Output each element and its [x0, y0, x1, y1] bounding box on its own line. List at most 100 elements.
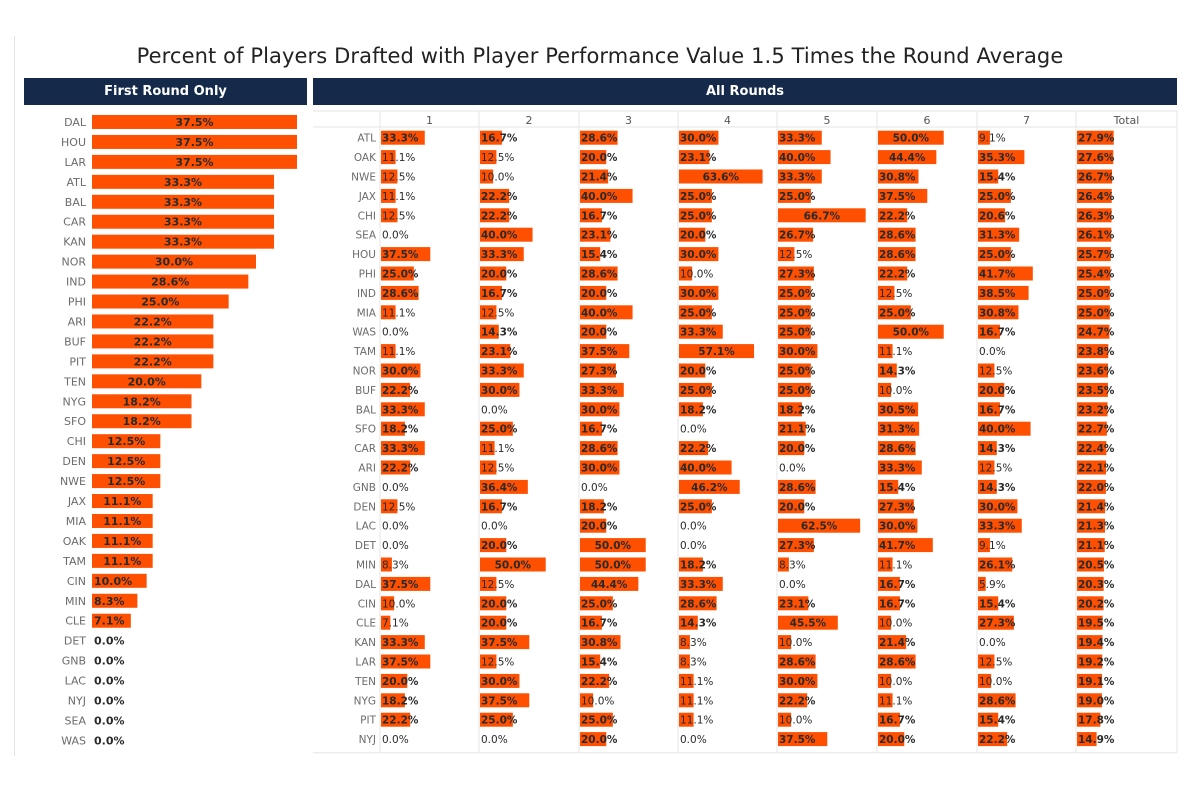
cell-bar: [978, 576, 986, 591]
cell-value: 0.0%: [680, 540, 707, 552]
cell-value: 33.3%: [680, 327, 717, 339]
bar-nor: [92, 254, 256, 269]
cell-bar: [580, 227, 611, 242]
cell-value: 11.1%: [680, 676, 713, 688]
cell-value: 25.0%: [481, 715, 518, 727]
cell-bar: [381, 460, 411, 475]
bar-nyg: [92, 394, 192, 409]
cell-value: 22.0%: [1078, 482, 1115, 494]
cell-value: 12.5%: [979, 366, 1012, 378]
cell-bar: [878, 460, 922, 475]
cell-bar: [480, 266, 507, 281]
team-label-ari: ARI: [68, 315, 86, 328]
cell-value: 20.0%: [779, 501, 816, 513]
team-label-sea: SEA: [65, 714, 87, 727]
value-label-min: 8.3%: [94, 595, 125, 608]
cell-bar: [679, 402, 703, 417]
cell-bar: [679, 693, 694, 708]
bar-cle: [92, 613, 131, 628]
cell-value: 20.0%: [481, 598, 518, 610]
cell-value: 30.0%: [581, 404, 618, 416]
cell-value: 31.3%: [879, 424, 916, 436]
cell-bar: [580, 596, 613, 611]
cell-value: 40.0%: [979, 424, 1016, 436]
cell-bar: [1077, 169, 1113, 184]
cell-value: 0.0%: [979, 637, 1006, 649]
cell-bar: [1077, 460, 1107, 475]
cell-value: 38.5%: [979, 288, 1016, 300]
cell-bar: [580, 732, 607, 747]
cell-value: 15.4%: [979, 172, 1016, 184]
cell-bar: [878, 150, 937, 165]
cell-value: 5.9%: [979, 579, 1006, 591]
cell-value: 30.0%: [481, 676, 518, 688]
cell-bar: [679, 654, 690, 669]
value-label-was: 0.0%: [94, 734, 125, 747]
chart-title: Percent of Players Drafted with Player P…: [136, 44, 1064, 68]
all-rounds-header: All Rounds: [313, 78, 1177, 105]
column-header-4: 4: [724, 114, 731, 127]
cell-bar: [878, 673, 892, 688]
team-label-hou: HOU: [61, 136, 86, 149]
cell-value: 25.0%: [680, 307, 717, 319]
cell-value: 15.4%: [979, 715, 1016, 727]
cell-value: 0.0%: [382, 230, 409, 242]
cell-value: 33.3%: [581, 385, 618, 397]
cell-value: 23.1%: [581, 230, 618, 242]
cell-value: 25.0%: [1078, 288, 1115, 300]
row-label-ten: TEN: [354, 676, 376, 688]
cell-bar: [978, 732, 1008, 747]
value-label-dal: 37.5%: [175, 116, 213, 129]
cell-value: 21.1%: [1078, 540, 1115, 552]
cell-value: 0.0%: [481, 734, 508, 746]
cell-value: 28.6%: [779, 482, 816, 494]
cell-bar: [778, 247, 795, 262]
cell-value: 27.3%: [779, 540, 816, 552]
cell-value: 37.5%: [879, 191, 916, 203]
cell-value: 26.1%: [979, 560, 1016, 572]
value-label-sfo: 18.2%: [123, 415, 161, 428]
row-label-car: CAR: [354, 443, 376, 455]
cell-bar: [580, 285, 607, 300]
value-label-tam: 11.1%: [103, 555, 141, 568]
cell-bar: [878, 382, 892, 397]
cell-bar: [381, 441, 425, 456]
cell-value: 28.6%: [879, 249, 916, 261]
value-label-oak: 11.1%: [103, 535, 141, 548]
cell-bar: [978, 499, 1018, 514]
cell-bar: [1077, 130, 1114, 145]
cell-value: 23.6%: [1078, 366, 1115, 378]
cell-value: 20.0%: [581, 521, 618, 533]
value-label-nor: 30.0%: [155, 256, 193, 269]
cell-bar: [978, 421, 1031, 436]
cell-value: 14.3%: [979, 443, 1016, 455]
bar-car: [92, 214, 275, 229]
cell-bar: [778, 344, 818, 359]
bar-mia: [92, 513, 153, 528]
cell-value: 16.7%: [481, 288, 518, 300]
cell-value: 12.5%: [979, 463, 1012, 475]
cell-bar: [381, 635, 425, 650]
cell-value: 19.4%: [1078, 637, 1115, 649]
cell-bar: [978, 130, 990, 145]
cell-value: 0.0%: [581, 482, 608, 494]
cell-value: 19.2%: [1078, 657, 1115, 669]
row-label-nor: NOR: [353, 366, 376, 378]
cell-value: 37.5%: [382, 249, 419, 261]
cell-value: 27.3%: [581, 366, 618, 378]
cell-value: 46.2%: [691, 482, 728, 494]
cell-bar: [679, 382, 712, 397]
cell-value: 25.0%: [680, 501, 717, 513]
cell-value: 0.0%: [979, 346, 1006, 358]
row-label-oak: OAK: [354, 152, 377, 164]
cell-bar: [381, 285, 419, 300]
cell-value: 44.4%: [591, 579, 628, 591]
cell-bar: [480, 693, 530, 708]
cell-value: 27.6%: [1078, 152, 1115, 164]
cell-value: 30.0%: [680, 288, 717, 300]
cell-value: 63.6%: [703, 172, 740, 184]
cell-bar: [480, 247, 524, 262]
cell-bar: [978, 285, 1029, 300]
cell-bar: [480, 479, 528, 494]
cell-bar: [778, 266, 814, 281]
